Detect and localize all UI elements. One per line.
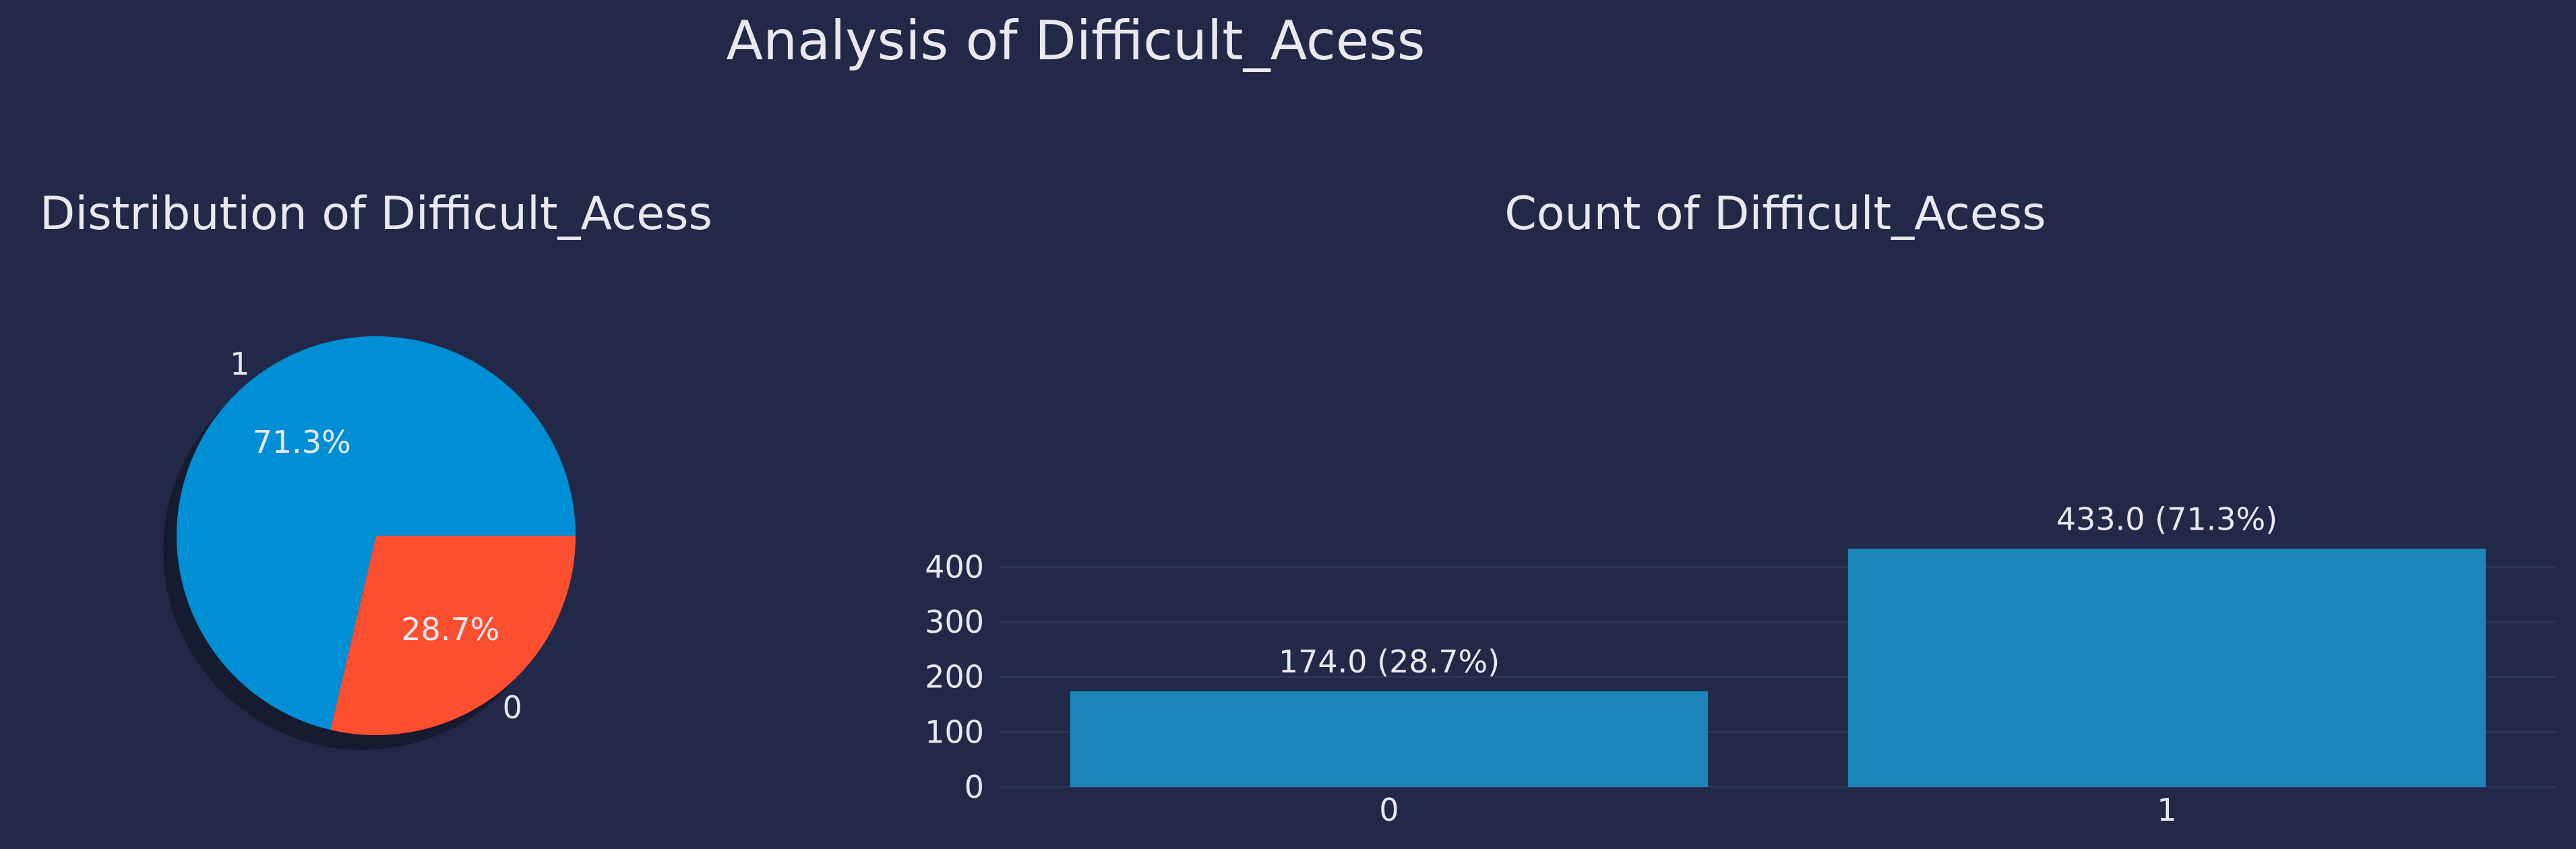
bar-0: [1070, 691, 1709, 787]
bar-title: Count of Difficult_Acess: [1504, 187, 2046, 241]
x-tick-label-0: 0: [1379, 792, 1399, 828]
figure-title: Analysis of Difficult_Acess: [727, 9, 1425, 72]
pie-pct-label-1: 71.3%: [253, 424, 351, 460]
pie-title: Distribution of Difficult_Acess: [40, 187, 712, 241]
pie-category-label-0: 0: [503, 689, 522, 726]
pie-pct-label-0: 28.7%: [401, 611, 499, 648]
y-tick-label-200: 200: [925, 659, 984, 695]
bar-chart: Count of Difficult_Acess 0 100 200 300 400 0 1…: [925, 187, 2556, 828]
y-tick-label-300: 300: [925, 604, 984, 640]
x-tick-label-1: 1: [2157, 792, 2176, 828]
pie-slice-0: [330, 536, 576, 735]
y-tick-label-100: 100: [925, 714, 984, 750]
y-tick-label-400: 400: [925, 548, 984, 585]
pie-slice-1: [176, 336, 576, 730]
pie-category-label-1: 1: [230, 346, 249, 382]
y-tick-label-0: 0: [964, 769, 984, 805]
pie-chart: Distribution of Difficult_Acess 71.3% 1 28…: [40, 187, 712, 750]
bar-data-label-0: 174.0 (28.7%): [1279, 643, 1500, 680]
bar-data-label-1: 433.0 (71.3%): [2056, 501, 2277, 537]
bar-1: [1847, 548, 2486, 787]
